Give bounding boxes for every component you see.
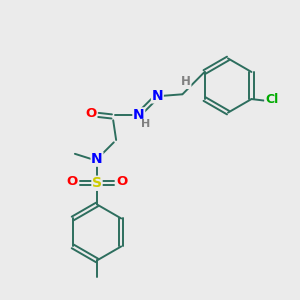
Text: O: O xyxy=(66,175,78,188)
Text: S: S xyxy=(92,176,102,190)
Text: O: O xyxy=(85,107,96,120)
Text: N: N xyxy=(91,152,103,166)
Text: N: N xyxy=(152,89,163,103)
Text: O: O xyxy=(116,175,128,188)
Text: H: H xyxy=(141,119,150,129)
Text: H: H xyxy=(181,76,191,88)
Text: Cl: Cl xyxy=(265,93,278,106)
Text: N: N xyxy=(133,108,145,122)
